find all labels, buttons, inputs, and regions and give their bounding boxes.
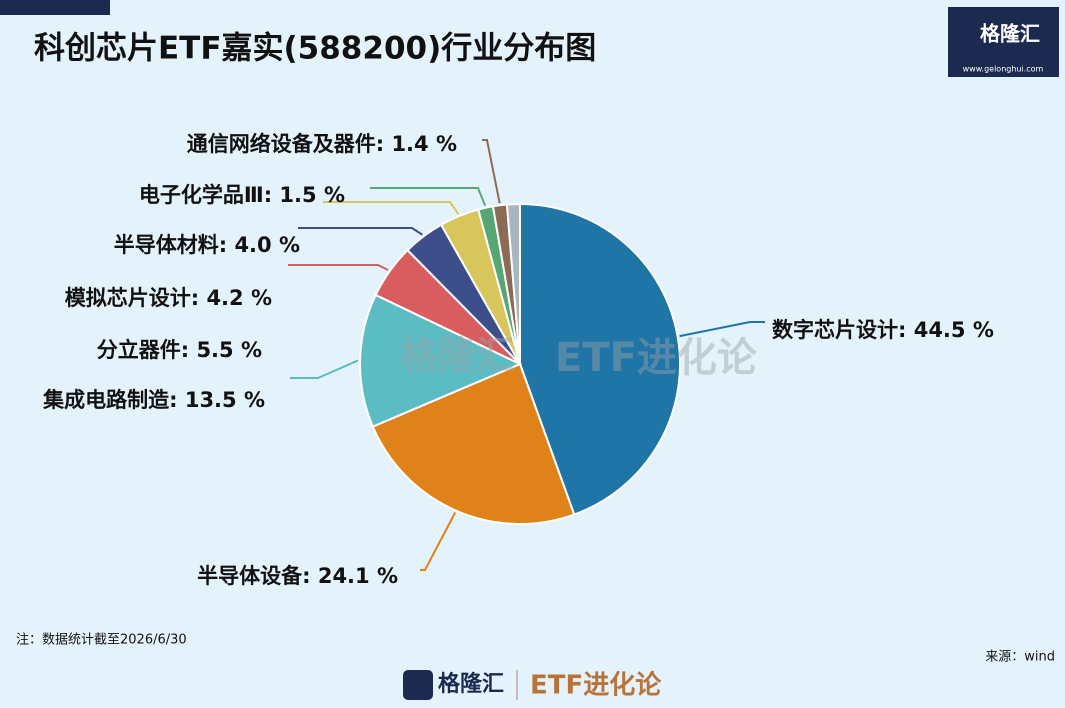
data-label: 分立器件: 5.5 %: [97, 338, 262, 362]
pie-slice: [505, 202, 521, 365]
logo-url: www.gelonghui.com: [963, 65, 1044, 74]
data-label: 数字芯片设计: 44.5 %: [772, 318, 994, 342]
leader-line: [290, 359, 359, 379]
logo-text: 格隆汇: [980, 22, 1040, 46]
data-label: 集成电路制造: 13.5 %: [42, 388, 265, 412]
pie: 数字芯片设计: 44.5 % 半导体设备: 24.1 % 集成电路制造: 13.5 …: [42, 132, 994, 588]
data-label: 模拟芯片设计: 4.2 %: [65, 286, 272, 310]
pie-slice: [359, 293, 523, 428]
corner-block: [0, 0, 110, 15]
logo-box: [948, 7, 1059, 77]
watermark-logo: 格隆汇: [400, 334, 514, 378]
data-label: 半导体材料: 4.0 %: [114, 233, 300, 257]
pie-slice: [371, 362, 576, 525]
footer-column: ETF进化论: [530, 671, 662, 701]
footer-icon: [403, 670, 433, 700]
data-label: 通信网络设备及器件: 1.4 %: [187, 132, 457, 156]
leader-line: [298, 227, 423, 236]
source: 来源：wind: [985, 650, 1055, 665]
data-label: 半导体设备: 24.1 %: [197, 564, 398, 588]
leader-line: [679, 321, 765, 338]
leader-line: [288, 264, 389, 271]
data-label: 电子化学品Ⅲ: 1.5 %: [139, 183, 345, 207]
leader-line: [482, 139, 501, 204]
watermark-column: ETF进化论: [555, 335, 758, 381]
leader-line: [370, 187, 487, 207]
note: 注：数据统计截至2026/6/30: [16, 633, 187, 648]
footer-logo: 格隆汇: [438, 671, 504, 697]
chart-title: 科创芯片ETF嘉实(588200)行业分布图: [34, 31, 596, 67]
leader-line: [323, 201, 460, 215]
leader-line: [420, 512, 457, 571]
pie-slice: [519, 202, 681, 516]
